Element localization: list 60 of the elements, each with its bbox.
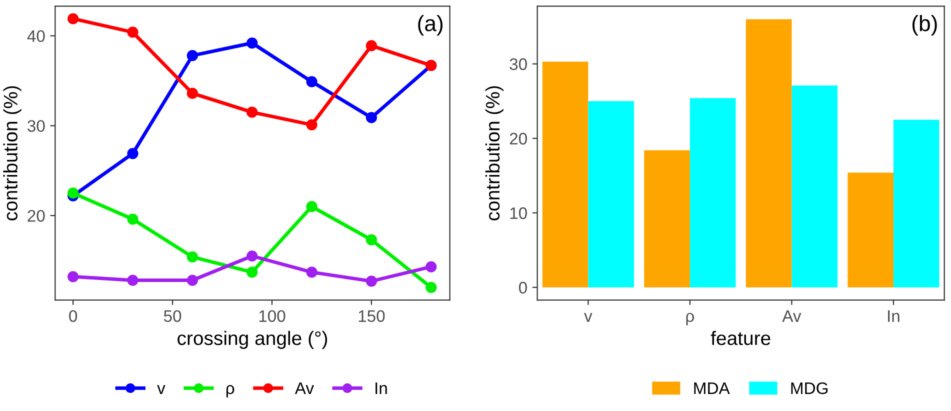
bar xyxy=(644,150,690,288)
x-tick-label: v xyxy=(584,313,592,322)
point xyxy=(127,148,138,160)
legend-label: v xyxy=(157,385,166,394)
point xyxy=(186,88,198,99)
legend-label: MDA xyxy=(694,382,730,394)
bar xyxy=(746,19,792,288)
y-tick-label: 0 xyxy=(518,282,527,294)
x-tick-label: 0 xyxy=(69,310,78,322)
legend-label: In xyxy=(376,382,387,394)
point xyxy=(366,40,378,52)
x-tick-label: 50 xyxy=(164,310,182,322)
point xyxy=(366,276,378,287)
point xyxy=(68,271,79,282)
y-tick-label: 40 xyxy=(27,30,45,42)
point xyxy=(68,188,79,199)
point xyxy=(306,201,318,212)
x-tick-label: ρ xyxy=(686,312,694,326)
point xyxy=(306,266,318,278)
y-tick-label: 20 xyxy=(28,210,45,222)
point xyxy=(246,37,258,49)
point xyxy=(246,266,258,278)
point xyxy=(426,282,437,294)
bar xyxy=(690,98,736,288)
bar xyxy=(588,101,634,288)
legend-label: MDG xyxy=(791,382,828,394)
point xyxy=(426,261,437,272)
point xyxy=(127,26,138,38)
point xyxy=(306,76,318,88)
x-axis-title: feature xyxy=(710,330,770,346)
y-tick-label: 30 xyxy=(510,58,527,70)
annotation: (b) xyxy=(912,14,937,36)
point xyxy=(68,13,79,24)
legend-label: Av xyxy=(294,382,314,394)
x-tick-label: 100 xyxy=(259,310,286,322)
y-tick-label: 20 xyxy=(510,132,527,145)
x-tick-label: In xyxy=(888,310,900,322)
annotation: (a) xyxy=(418,14,443,36)
point xyxy=(127,274,138,286)
point xyxy=(186,50,198,62)
y-axis-title: contribution (%) xyxy=(485,86,504,220)
point xyxy=(366,112,378,124)
x-tick-label: Av xyxy=(782,310,802,322)
bar xyxy=(848,172,894,288)
legend-label: ρ xyxy=(226,384,234,398)
x-axis-title: crossing angle (°) xyxy=(178,330,328,349)
point xyxy=(366,234,378,246)
bar xyxy=(893,120,940,288)
x-tick-label: 150 xyxy=(358,310,385,322)
point xyxy=(186,274,198,286)
y-tick-label: 10 xyxy=(510,207,527,220)
point xyxy=(246,106,258,118)
point xyxy=(306,119,318,130)
bar xyxy=(792,85,838,288)
point xyxy=(127,214,138,225)
point xyxy=(186,251,198,262)
y-axis-title: contribution (%) xyxy=(3,86,22,220)
point xyxy=(246,250,258,262)
bar xyxy=(542,62,588,288)
y-tick-label: 30 xyxy=(28,120,45,132)
